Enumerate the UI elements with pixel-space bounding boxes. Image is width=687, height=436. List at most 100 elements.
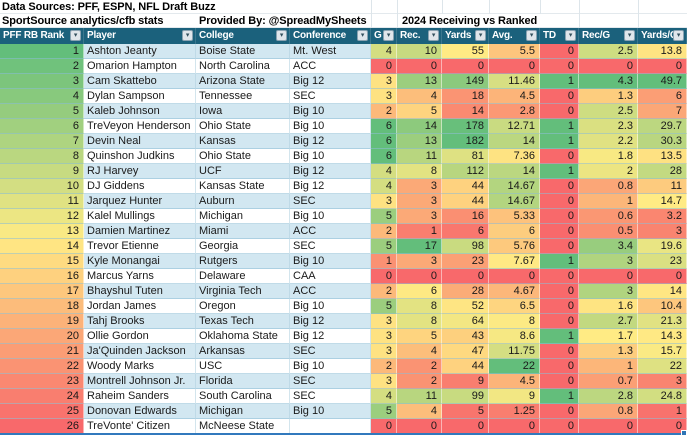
stat-cell-yards-per-g[interactable]: 3.2 (638, 209, 687, 224)
rank-cell[interactable]: 9 (0, 164, 84, 179)
rank-cell[interactable]: 20 (0, 329, 84, 344)
stat-cell-yards[interactable]: 5 (442, 404, 489, 419)
stat-cell-g[interactable]: 3 (371, 89, 397, 104)
stat-cell-avg[interactable]: 14.67 (489, 179, 540, 194)
player-cell[interactable]: Dylan Sampson (84, 89, 196, 104)
stat-cell-rec[interactable]: 13 (397, 134, 442, 149)
stat-cell-avg[interactable]: 6 (489, 224, 540, 239)
stat-cell-rec[interactable]: 4 (397, 404, 442, 419)
stat-cell-td[interactable]: 0 (540, 419, 579, 434)
stat-cell-yards[interactable]: 43 (442, 329, 489, 344)
conference-cell[interactable] (290, 419, 371, 434)
rank-cell[interactable]: 26 (0, 419, 84, 434)
stat-cell-td[interactable]: 0 (540, 194, 579, 209)
stat-cell-yards[interactable]: 28 (442, 284, 489, 299)
stat-cell-avg[interactable]: 1.25 (489, 404, 540, 419)
conference-cell[interactable]: Big 12 (290, 179, 371, 194)
stat-cell-rec-per-g[interactable]: 3 (579, 284, 638, 299)
stat-cell-td[interactable]: 1 (540, 134, 579, 149)
player-cell[interactable]: TreVeyon Henderson (84, 119, 196, 134)
stat-cell-g[interactable]: 3 (371, 329, 397, 344)
college-cell[interactable]: South Carolina (196, 389, 290, 404)
college-cell[interactable]: Michigan (196, 404, 290, 419)
stat-cell-g[interactable]: 0 (371, 269, 397, 284)
stat-cell-yards[interactable]: 98 (442, 239, 489, 254)
stat-cell-td[interactable]: 0 (540, 314, 579, 329)
stat-cell-g[interactable]: 3 (371, 194, 397, 209)
rank-cell[interactable]: 21 (0, 344, 84, 359)
stat-cell-rec-per-g[interactable]: 2.5 (579, 44, 638, 59)
stat-cell-g[interactable]: 2 (371, 104, 397, 119)
rank-cell[interactable]: 24 (0, 389, 84, 404)
player-cell[interactable]: DJ Giddens (84, 179, 196, 194)
stat-cell-g[interactable]: 5 (371, 299, 397, 314)
conference-cell[interactable]: SEC (290, 374, 371, 389)
conference-cell[interactable]: CAA (290, 269, 371, 284)
stat-cell-td[interactable]: 0 (540, 404, 579, 419)
column-header-g[interactable]: G ▾ (371, 28, 397, 44)
player-cell[interactable]: Quinshon Judkins (84, 149, 196, 164)
stat-cell-yards-per-g[interactable]: 3 (638, 374, 687, 389)
player-cell[interactable]: Devin Neal (84, 134, 196, 149)
stat-cell-td[interactable]: 0 (540, 179, 579, 194)
player-cell[interactable]: Marcus Yarns (84, 269, 196, 284)
stat-cell-avg[interactable]: 0 (489, 59, 540, 74)
stat-cell-g[interactable]: 5 (371, 239, 397, 254)
player-cell[interactable]: Bhayshul Tuten (84, 284, 196, 299)
rank-cell[interactable]: 11 (0, 194, 84, 209)
stat-cell-rec[interactable]: 8 (397, 299, 442, 314)
college-cell[interactable]: Boise State (196, 44, 290, 59)
college-cell[interactable]: Rutgers (196, 254, 290, 269)
stat-cell-rec[interactable]: 0 (397, 269, 442, 284)
stat-cell-yards-per-g[interactable]: 0 (638, 59, 687, 74)
stat-cell-rec-per-g[interactable]: 0 (579, 269, 638, 284)
player-cell[interactable]: Raheim Sanders (84, 389, 196, 404)
conference-cell[interactable]: Big 10 (290, 254, 371, 269)
college-cell[interactable]: Tennessee (196, 89, 290, 104)
stat-cell-rec[interactable]: 0 (397, 59, 442, 74)
conference-cell[interactable]: ACC (290, 59, 371, 74)
stat-cell-yards[interactable]: 182 (442, 134, 489, 149)
stat-cell-avg[interactable]: 4.5 (489, 374, 540, 389)
stat-cell-rec[interactable]: 3 (397, 179, 442, 194)
stat-cell-yards[interactable]: 149 (442, 74, 489, 89)
stat-cell-yards[interactable]: 14 (442, 104, 489, 119)
rank-cell[interactable]: 7 (0, 134, 84, 149)
stat-cell-avg[interactable]: 22 (489, 359, 540, 374)
player-cell[interactable]: Damien Martinez (84, 224, 196, 239)
college-cell[interactable]: Florida (196, 374, 290, 389)
stat-cell-yards[interactable]: 0 (442, 269, 489, 284)
stat-cell-g[interactable]: 4 (371, 44, 397, 59)
stat-cell-td[interactable]: 1 (540, 119, 579, 134)
stat-cell-rec-per-g[interactable]: 4.3 (579, 74, 638, 89)
player-cell[interactable]: Omarion Hampton (84, 59, 196, 74)
college-cell[interactable]: Kansas State (196, 179, 290, 194)
stat-cell-g[interactable]: 4 (371, 389, 397, 404)
player-cell[interactable]: Ollie Gordon (84, 329, 196, 344)
player-cell[interactable]: Kyle Monangai (84, 254, 196, 269)
stat-cell-rec[interactable]: 8 (397, 314, 442, 329)
conference-cell[interactable]: SEC (290, 344, 371, 359)
stat-cell-td[interactable]: 0 (540, 59, 579, 74)
column-header-player[interactable]: Player ▾ (84, 28, 196, 44)
stat-cell-td[interactable]: 0 (540, 284, 579, 299)
conference-cell[interactable]: Big 12 (290, 329, 371, 344)
column-header-yards-per-g[interactable]: Yards/G ▾ (638, 28, 687, 44)
stat-cell-avg[interactable]: 14 (489, 164, 540, 179)
stat-cell-rec-per-g[interactable]: 0.8 (579, 404, 638, 419)
stat-cell-g[interactable]: 2 (371, 359, 397, 374)
filter-dropdown-icon[interactable]: ▾ (624, 30, 635, 41)
rank-cell[interactable]: 10 (0, 179, 84, 194)
stat-cell-yards-per-g[interactable]: 3 (638, 224, 687, 239)
stat-cell-rec-per-g[interactable]: 2.3 (579, 119, 638, 134)
conference-cell[interactable]: Big 10 (290, 209, 371, 224)
college-cell[interactable]: Virginia Tech (196, 284, 290, 299)
stat-cell-yards-per-g[interactable]: 28 (638, 164, 687, 179)
stat-cell-yards-per-g[interactable]: 22 (638, 359, 687, 374)
filter-dropdown-icon[interactable]: ▾ (673, 30, 684, 41)
college-cell[interactable]: Ohio State (196, 119, 290, 134)
stat-cell-yards-per-g[interactable]: 14 (638, 284, 687, 299)
stat-cell-rec-per-g[interactable]: 2.7 (579, 314, 638, 329)
conference-cell[interactable]: Mt. West (290, 44, 371, 59)
stat-cell-yards-per-g[interactable]: 10.4 (638, 299, 687, 314)
